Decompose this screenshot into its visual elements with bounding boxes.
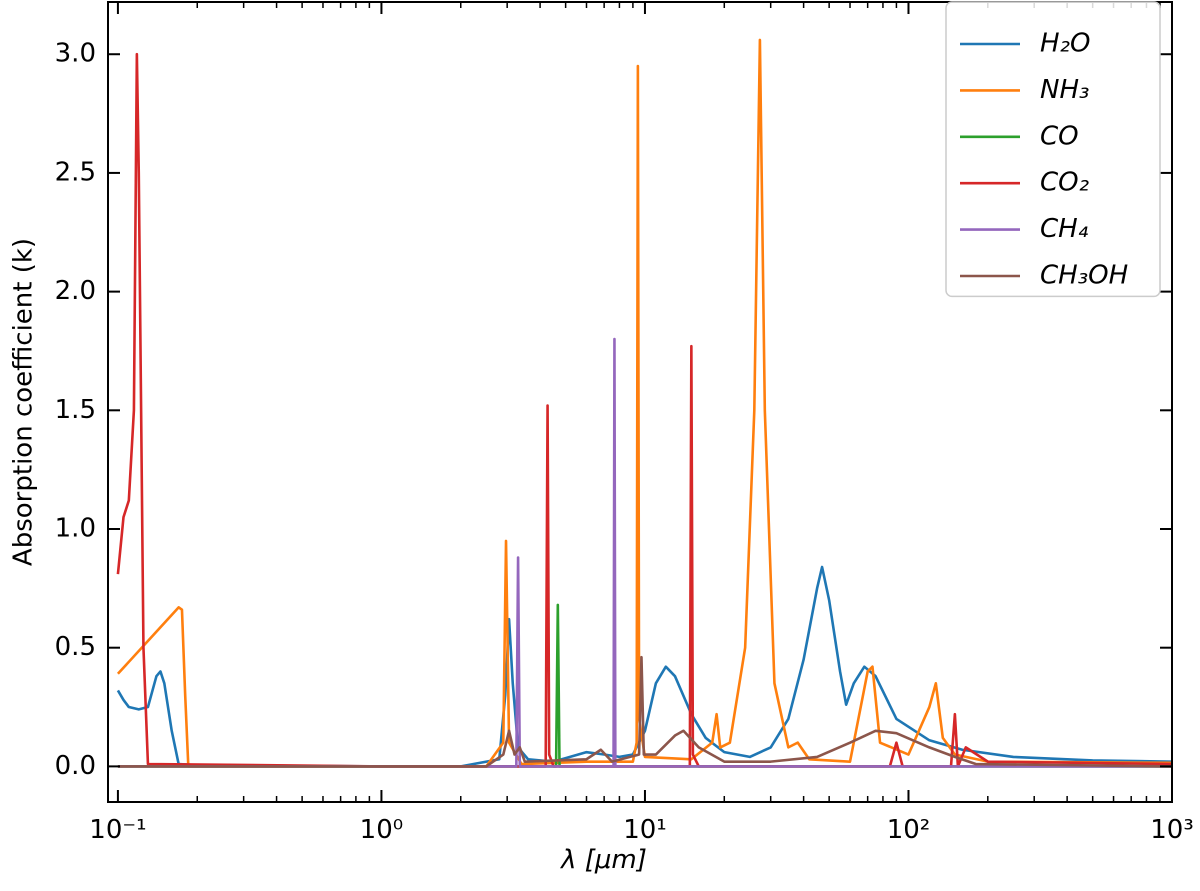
y-tick-label: 0.0 [55, 751, 96, 781]
data-line [116, 38, 1172, 768]
legend: H₂O NH₃ CO CO₂ CH₄ CH₃OH [945, 1, 1161, 298]
y-tick-label: 1.5 [55, 395, 96, 425]
data-line [117, 337, 1172, 768]
y-tick-label: 1.0 [55, 514, 96, 544]
x-tick-label: 10² [887, 815, 931, 845]
y-tick-label: 3.0 [55, 39, 96, 69]
plot-frame [107, 1, 1173, 803]
x-axis-label: λ [μm] [559, 845, 647, 875]
x-tick-label: 10¹ [623, 815, 667, 845]
y-tick-label: 2.0 [55, 276, 96, 306]
legend-label: CO [1040, 121, 1079, 151]
data-line [117, 655, 1172, 768]
x-tick-label: 10⁰ [360, 815, 404, 845]
legend-box [945, 1, 1161, 298]
legend-label: CH₄ [1040, 214, 1089, 244]
data-line [117, 603, 1172, 768]
legend-label: CO₂ [1040, 168, 1089, 198]
y-axis-label: Absorption coefficient (k) [9, 238, 39, 566]
x-tick-label: 10⁻¹ [89, 815, 146, 845]
legend-label: H₂O [1040, 29, 1090, 59]
y-tick-label: 2.5 [55, 157, 96, 187]
y-tick-label: 0.5 [55, 632, 96, 662]
legend-label: CH₃OH [1040, 261, 1128, 291]
data-line [116, 565, 1172, 768]
x-tick-label: 10³ [1150, 815, 1194, 845]
legend-label: NH₃ [1040, 75, 1089, 105]
